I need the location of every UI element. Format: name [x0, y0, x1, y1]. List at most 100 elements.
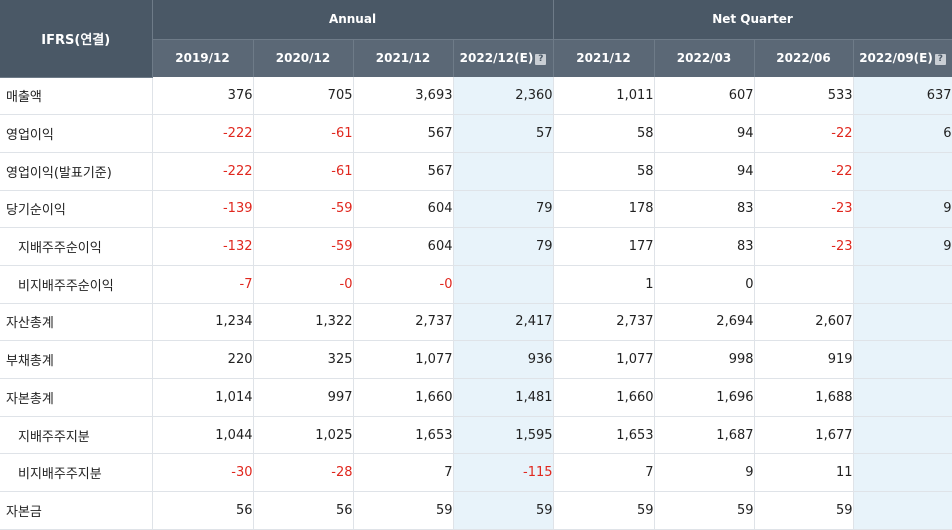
value-cell — [453, 265, 554, 304]
value-cell: 11 — [754, 453, 854, 493]
table-row: 비지배주주지분 -30 -28 7 -115 7 9 11 — [0, 453, 952, 493]
value-cell: 3,693 — [353, 77, 454, 116]
value-cell: 607 — [654, 77, 755, 116]
value-cell — [754, 265, 854, 304]
value-cell: -61 — [253, 114, 354, 153]
value-cell: 567 — [353, 152, 454, 191]
value-cell: 1,011 — [553, 77, 655, 116]
value-cell: 56 — [253, 491, 354, 530]
value-cell: 94 — [654, 114, 755, 153]
row-label: 비지배주주순이익 — [0, 265, 153, 304]
value-cell: -222 — [152, 114, 254, 153]
value-cell: -115 — [453, 453, 554, 493]
value-cell: 9 — [853, 190, 952, 229]
value-cell: 1,077 — [553, 340, 655, 379]
column-header: 2021/12 — [553, 39, 655, 77]
annual-group-header: Annual — [152, 0, 554, 40]
value-cell: 6 — [853, 114, 952, 153]
value-cell: 56 — [152, 491, 254, 530]
help-icon[interactable]: ? — [934, 54, 946, 66]
row-label: 자본금 — [0, 491, 153, 530]
value-cell: 1,322 — [253, 303, 354, 342]
value-cell — [853, 378, 952, 417]
value-cell: 59 — [453, 491, 554, 530]
value-cell: 58 — [553, 152, 655, 191]
value-cell: 83 — [654, 227, 755, 266]
table-row: 자본총계 1,014 997 1,660 1,481 1,660 1,696 1,688 — [0, 378, 952, 417]
value-cell: -59 — [253, 190, 354, 229]
row-label: 자산총계 — [0, 303, 153, 342]
value-cell — [853, 152, 952, 191]
table-row: 자본금 56 56 59 59 59 59 59 — [0, 491, 952, 530]
column-header: 2022/06 — [754, 39, 854, 77]
row-label: 영업이익 — [0, 114, 153, 153]
value-cell: -139 — [152, 190, 254, 229]
row-label: 매출액 — [0, 77, 153, 116]
value-cell: 604 — [353, 227, 454, 266]
value-cell: 637 — [853, 77, 952, 116]
value-cell: 59 — [754, 491, 854, 530]
value-cell: 1,481 — [453, 378, 554, 417]
column-header-estimate: 2022/09(E)? — [853, 39, 952, 77]
value-cell: 1,595 — [453, 416, 554, 455]
value-cell: 58 — [553, 114, 655, 153]
value-cell: 2,694 — [654, 303, 755, 342]
table-row: 부채총계 220 325 1,077 936 1,077 998 919 — [0, 340, 952, 379]
table-row: 지배주주순이익 -132 -59 604 79 177 83 -23 9 — [0, 227, 952, 266]
value-cell: 533 — [754, 77, 854, 116]
value-cell: 1,234 — [152, 303, 254, 342]
value-cell: 94 — [654, 152, 755, 191]
value-cell — [853, 416, 952, 455]
value-cell: 1,696 — [654, 378, 755, 417]
table-row: 영업이익 -222 -61 567 57 58 94 -22 6 — [0, 114, 952, 153]
table-row: 자산총계 1,234 1,322 2,737 2,417 2,737 2,694 2,607 — [0, 303, 952, 342]
value-cell: 1,660 — [353, 378, 454, 417]
value-cell: 9 — [853, 227, 952, 266]
column-header: 2020/12 — [253, 39, 354, 77]
help-icon[interactable]: ? — [535, 54, 547, 66]
row-label: 지배주주지분 — [0, 416, 153, 455]
value-cell — [853, 340, 952, 379]
value-cell: -7 — [152, 265, 254, 304]
value-cell: 1,014 — [152, 378, 254, 417]
value-cell — [453, 152, 554, 191]
value-cell: -23 — [754, 190, 854, 229]
value-cell: 2,737 — [553, 303, 655, 342]
value-cell: 1,077 — [353, 340, 454, 379]
value-cell: 2,607 — [754, 303, 854, 342]
value-cell: -0 — [353, 265, 454, 304]
value-cell: -132 — [152, 227, 254, 266]
value-cell: 1,677 — [754, 416, 854, 455]
value-cell — [853, 265, 952, 304]
value-cell: 2,417 — [453, 303, 554, 342]
table-row: 비지배주주순이익 -7 -0 -0 1 0 — [0, 265, 952, 304]
value-cell: 1,044 — [152, 416, 254, 455]
table-row: 지배주주지분 1,044 1,025 1,653 1,595 1,653 1,687 1,67… — [0, 416, 952, 455]
value-cell: 178 — [553, 190, 655, 229]
value-cell: 79 — [453, 190, 554, 229]
value-cell: 2,360 — [453, 77, 554, 116]
value-cell: 325 — [253, 340, 354, 379]
value-cell: 376 — [152, 77, 254, 116]
value-cell: -23 — [754, 227, 854, 266]
value-cell: -22 — [754, 114, 854, 153]
row-label: 자본총계 — [0, 378, 153, 417]
value-cell — [853, 453, 952, 493]
column-header: 2021/12 — [353, 39, 454, 77]
row-label: 영업이익(발표기준) — [0, 152, 153, 191]
value-cell: 79 — [453, 227, 554, 266]
column-header-label: 2022/12(E) — [459, 51, 534, 66]
value-cell: -0 — [253, 265, 354, 304]
value-cell: 220 — [152, 340, 254, 379]
row-label: 비지배주주지분 — [0, 453, 153, 493]
value-cell: 59 — [553, 491, 655, 530]
column-header-estimate: 2022/12(E)? — [453, 39, 554, 77]
value-cell: 1,025 — [253, 416, 354, 455]
value-cell: 59 — [353, 491, 454, 530]
net-quarter-group-header: Net Quarter — [553, 0, 952, 40]
table-row: 당기순이익 -139 -59 604 79 178 83 -23 9 — [0, 190, 952, 229]
value-cell: 59 — [654, 491, 755, 530]
value-cell: -59 — [253, 227, 354, 266]
value-cell: 7 — [553, 453, 655, 493]
value-cell: 9 — [654, 453, 755, 493]
